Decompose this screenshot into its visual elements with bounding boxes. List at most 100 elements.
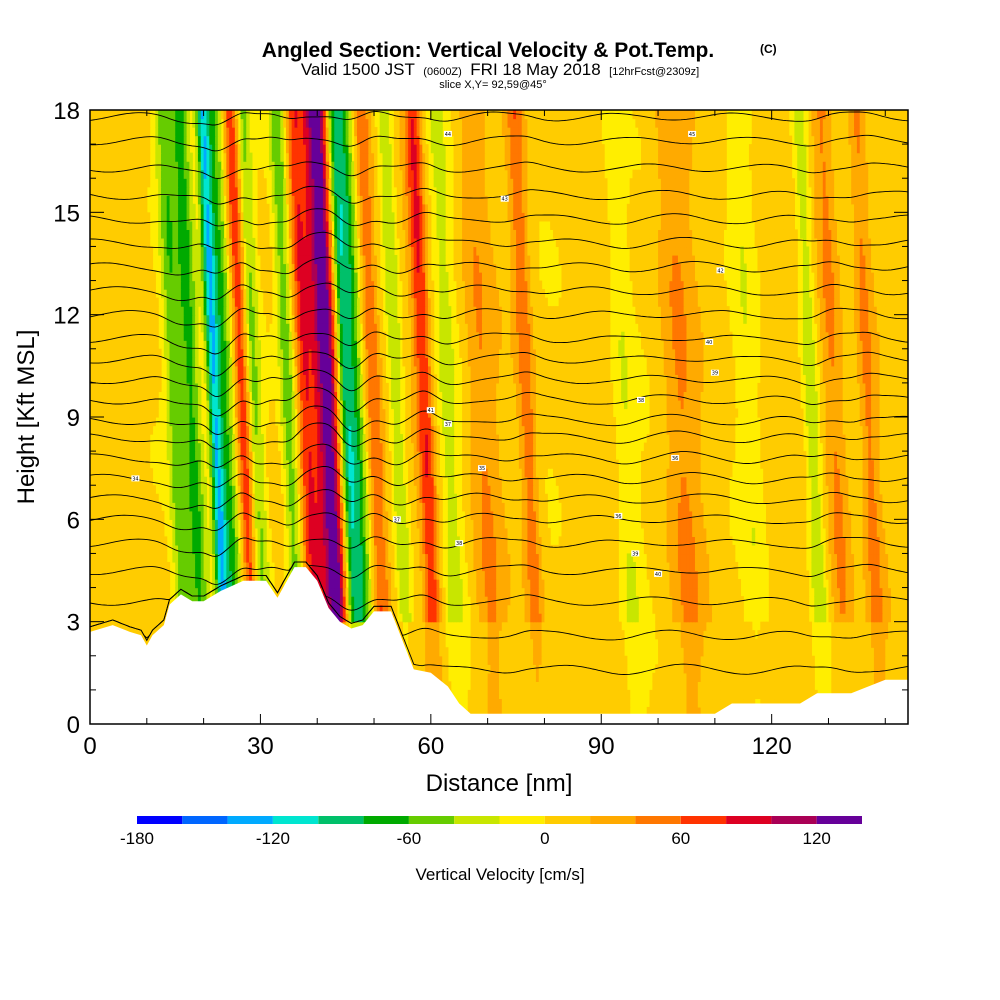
velocity-cell [555,596,560,606]
velocity-cell [337,579,341,589]
velocity-cell [450,613,455,623]
velocity-cell [856,596,861,606]
velocity-cell [195,544,199,555]
velocity-cell [359,561,364,572]
velocity-cell [331,579,335,589]
velocity-cell [476,604,480,614]
velocity-cell [109,570,114,580]
velocity-cell [331,604,335,614]
velocity-cell [280,570,284,580]
velocity-cell [643,544,648,555]
velocity-cell [689,587,693,597]
velocity-cell [814,561,818,572]
velocity-cell [484,613,489,623]
velocity-cell [692,604,696,614]
velocity-cell [788,638,793,648]
velocity-cell [552,621,557,631]
velocity-cell [152,587,156,597]
velocity-cell [578,672,582,682]
velocity-cell [592,596,597,606]
velocity-cell [416,647,421,657]
velocity-cell [436,570,440,580]
velocity-cell [192,587,196,597]
velocity-cell [794,544,798,555]
velocity-cell [780,655,784,665]
velocity-cell [589,647,594,657]
velocity-cell [476,613,480,623]
velocity-cell [737,613,742,623]
velocity-cell [513,570,517,580]
velocity-cell [121,544,125,555]
velocity-cell [592,570,597,580]
velocity-cell [115,621,119,631]
velocity-cell [550,681,554,691]
velocity-cell [561,604,565,614]
velocity-cell [524,672,528,682]
velocity-cell [839,587,844,597]
velocity-cell [362,544,367,555]
velocity-cell [703,647,707,657]
velocity-cell [822,587,827,597]
velocity-cell [189,561,193,572]
velocity-cell [504,579,509,589]
velocity-cell [788,630,793,640]
velocity-cell [734,664,739,674]
velocity-cell [635,604,639,614]
velocity-cell [905,544,908,555]
velocity-cell [467,553,472,563]
velocity-cell [694,561,699,572]
velocity-cell [527,672,531,682]
velocity-cell [808,655,813,665]
velocity-cell [570,553,574,563]
velocity-cell [530,655,534,665]
velocity-cell [124,587,128,597]
velocity-cell [856,587,861,597]
velocity-cell [430,596,435,606]
velocity-cell [777,604,781,614]
velocity-cell [481,604,486,614]
velocity-cell [694,706,699,717]
velocity-cell [834,647,838,657]
velocity-cell [510,621,514,631]
velocity-cell [740,698,744,708]
velocity-cell [354,561,358,572]
velocity-cell [672,596,676,606]
velocity-cell [425,655,429,665]
velocity-cell [547,570,551,580]
velocity-cell [399,630,404,640]
velocity-cell [862,604,866,614]
velocity-cell [780,689,784,700]
velocity-cell [516,664,520,674]
velocity-cell [524,613,528,623]
velocity-cell [751,664,756,674]
velocity-cell [879,655,884,665]
velocity-cell [905,630,908,640]
velocity-cell [686,553,690,563]
velocity-cell [800,672,804,682]
velocity-cell [802,689,807,700]
velocity-cell [124,621,128,631]
velocity-cell [802,570,807,580]
velocity-cell [890,553,895,563]
velocity-cell [720,698,724,708]
velocity-cell [774,647,778,657]
velocity-cell [740,638,744,648]
velocity-cell [743,655,747,665]
velocity-cell [527,647,531,657]
velocity-cell [575,596,580,606]
velocity-cell [658,621,662,631]
velocity-cell [896,672,901,682]
velocity-cell [726,681,730,691]
velocity-cell [513,664,517,674]
velocity-cell [700,706,705,717]
velocity-cell [101,561,105,572]
velocity-cell [510,647,514,657]
velocity-cell [328,579,333,589]
velocity-cell [567,553,571,563]
velocity-cell [669,570,673,580]
velocity-cell [791,689,795,700]
velocity-cell [541,706,546,717]
velocity-cell [581,570,585,580]
velocity-cell [658,596,662,606]
velocity-cell [587,561,591,572]
